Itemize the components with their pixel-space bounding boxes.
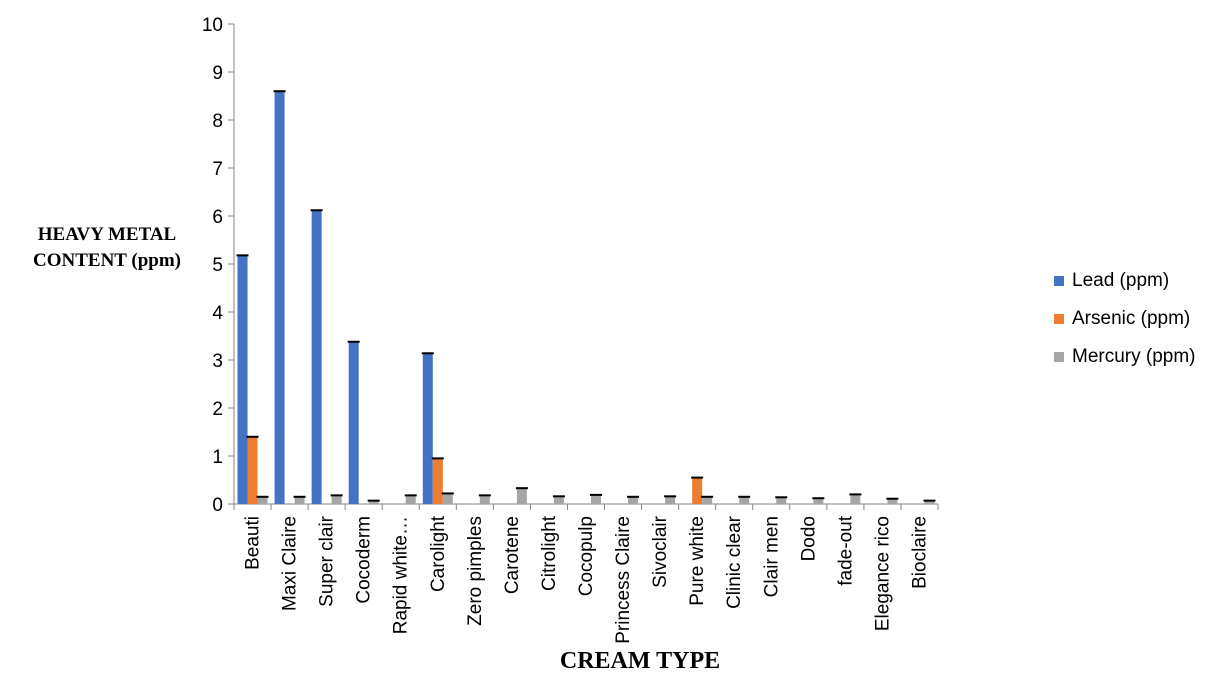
y-axis-label: HEAVY METAL CONTENT (ppm) [33, 224, 181, 271]
legend-label-lead: Lead (ppm) [1072, 270, 1170, 291]
x-tick-label: Rapid white… [391, 516, 412, 634]
bar [665, 496, 676, 504]
y-tick-label: 1 [212, 447, 223, 468]
y-tick-label: 4 [212, 303, 223, 324]
x-tick-label: Maxi Claire [280, 516, 301, 611]
bar [422, 353, 433, 504]
y-axis: 0 1 2 3 4 5 6 7 8 9 10 [202, 15, 235, 516]
y-tick-label: 6 [212, 207, 223, 228]
x-tick-label: Beauti [243, 516, 264, 570]
bar [924, 500, 935, 504]
x-tick-label: Zero pimples [465, 516, 486, 626]
x-axis: Beauti Maxi Claire Super clair Cocoderm Rapi… [233, 503, 939, 644]
y-tick-label: 3 [212, 351, 223, 372]
bar [432, 458, 443, 504]
bar [442, 493, 453, 504]
bar [368, 500, 379, 504]
bar [692, 477, 703, 504]
y-tick-label: 2 [212, 399, 223, 420]
y-tick-label: 0 [212, 495, 223, 516]
legend-label-arsenic: Arsenic (ppm) [1072, 308, 1191, 329]
bar [850, 494, 861, 504]
legend: Lead (ppm) Arsenic (ppm) Mercury (ppm) [1054, 262, 1196, 376]
x-tick-label: Sivoclair [650, 515, 671, 587]
bar [591, 494, 601, 504]
bar [274, 91, 285, 504]
x-tick-label: Princess Claire [613, 516, 634, 644]
x-axis-label: CREAM TYPE [559, 648, 721, 674]
legend-item-arsenic: Arsenic (ppm) [1054, 300, 1196, 338]
legend-item-lead: Lead (ppm) [1054, 262, 1196, 300]
bar [776, 497, 787, 504]
x-tick-label: Cocopulp [576, 516, 597, 596]
bars [236, 90, 936, 505]
bar [311, 210, 322, 505]
bar [405, 495, 416, 504]
legend-swatch-arsenic [1054, 314, 1064, 324]
bar [247, 436, 258, 504]
bar [702, 496, 713, 504]
x-tick-label: Clinic clear [724, 515, 745, 609]
legend-item-mercury: Mercury (ppm) [1054, 338, 1196, 376]
bar [813, 498, 824, 504]
x-tick-label: Dodo [798, 516, 819, 561]
x-tick-label: Super clair [317, 515, 338, 606]
y-tick-label: 10 [202, 15, 223, 36]
bar [887, 498, 898, 504]
bar [739, 496, 750, 504]
y-tick-label: 9 [212, 63, 223, 84]
x-tick-label: Bioclaire [909, 516, 930, 589]
x-tick-label: Pure white [687, 516, 708, 606]
y-tick-label: 7 [212, 159, 223, 180]
legend-swatch-lead [1054, 276, 1064, 286]
x-tick-label: Carotene [502, 516, 523, 594]
legend-label-mercury: Mercury (ppm) [1072, 346, 1196, 367]
bar [331, 495, 342, 504]
bar [257, 496, 268, 504]
x-tick-label: Clair men [761, 516, 782, 597]
bar [628, 496, 639, 504]
bar [348, 341, 359, 504]
y-tick-label: 5 [212, 255, 223, 276]
x-tick-label: Elegance rico [872, 516, 893, 631]
x-tick-label: Cocoderm [354, 516, 375, 604]
legend-swatch-mercury [1054, 352, 1064, 362]
bar [237, 255, 248, 504]
bar [294, 496, 305, 504]
x-tick-label: Citrolight [539, 515, 560, 591]
bar [553, 496, 564, 504]
x-tick-label: Carolight [428, 515, 449, 592]
y-tick-label: 8 [212, 111, 223, 132]
bar [479, 495, 490, 504]
bar [516, 488, 527, 504]
x-tick-label: fade-out [835, 515, 856, 585]
